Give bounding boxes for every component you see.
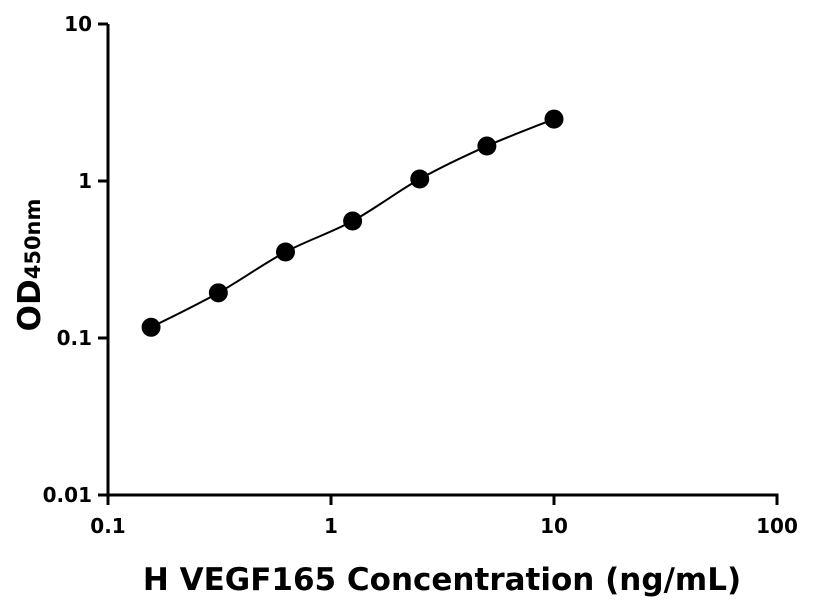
ticks: 0.1 1 10 100 0.01 0.1 1 10 <box>43 12 798 538</box>
y-tick-label: 0.01 <box>43 483 92 507</box>
y-tick-label: 0.1 <box>57 326 92 350</box>
y-axis-label-sub: 450nm <box>21 199 45 280</box>
data-point <box>544 109 564 129</box>
data-point <box>343 211 363 231</box>
data-points <box>141 109 564 337</box>
x-tick-label: 1 <box>324 514 338 538</box>
x-axis-label: H VEGF165 Concentration (ng/mL) <box>143 562 741 598</box>
data-point <box>477 136 497 156</box>
y-tick-label: 10 <box>64 12 92 36</box>
data-point <box>141 317 161 337</box>
y-axis-label-main: OD <box>12 279 48 331</box>
x-tick-label: 100 <box>756 514 798 538</box>
data-point <box>410 169 430 189</box>
x-tick-label: 0.1 <box>90 514 125 538</box>
y-tick-label: 1 <box>78 169 92 193</box>
axes <box>106 24 779 497</box>
data-point <box>208 283 228 303</box>
data-point <box>275 242 295 262</box>
x-tick-label: 10 <box>540 514 568 538</box>
y-axis-label: OD450nm <box>12 199 48 332</box>
